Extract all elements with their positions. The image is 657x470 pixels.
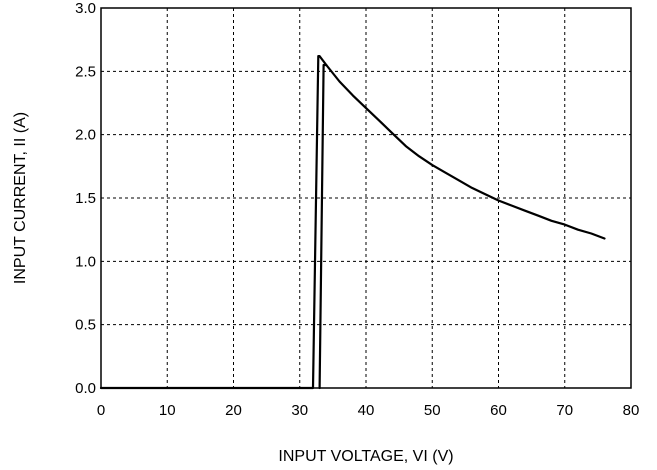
series — [99, 54, 606, 390]
x-tick-label: 60 — [490, 402, 507, 419]
y-tick-label: 2.0 — [75, 127, 96, 144]
y-tick-label: 1.5 — [75, 190, 96, 207]
y-tick-label: 1.0 — [75, 253, 96, 270]
x-tick-label: 10 — [159, 402, 176, 419]
x-tick-label: 40 — [358, 402, 375, 419]
y-tick-labels: 0.0 0.5 1.0 1.5 2.0 2.5 3.0 — [75, 0, 96, 397]
series-line-1 — [99, 54, 606, 390]
x-tick-label: 0 — [97, 402, 105, 419]
y-tick-label: 0.0 — [75, 380, 96, 397]
x-tick-label: 50 — [424, 402, 441, 419]
y-axis-title: INPUT CURRENT, II (A) — [12, 112, 29, 284]
x-tick-labels: 0 10 20 30 40 50 60 70 80 — [97, 402, 640, 419]
y-tick-label: 0.5 — [75, 317, 96, 334]
series-line-2 — [318, 63, 328, 390]
plot-frame — [100, 7, 632, 389]
y-tick-label: 2.5 — [75, 63, 96, 80]
x-tick-label: 70 — [556, 402, 573, 419]
y-tick-label: 3.0 — [75, 0, 96, 17]
x-axis-title: INPUT VOLTAGE, VI (V) — [278, 448, 453, 465]
grid — [101, 8, 631, 388]
x-tick-label: 20 — [225, 402, 242, 419]
x-tick-label: 30 — [291, 402, 308, 419]
x-tick-label: 80 — [623, 402, 640, 419]
